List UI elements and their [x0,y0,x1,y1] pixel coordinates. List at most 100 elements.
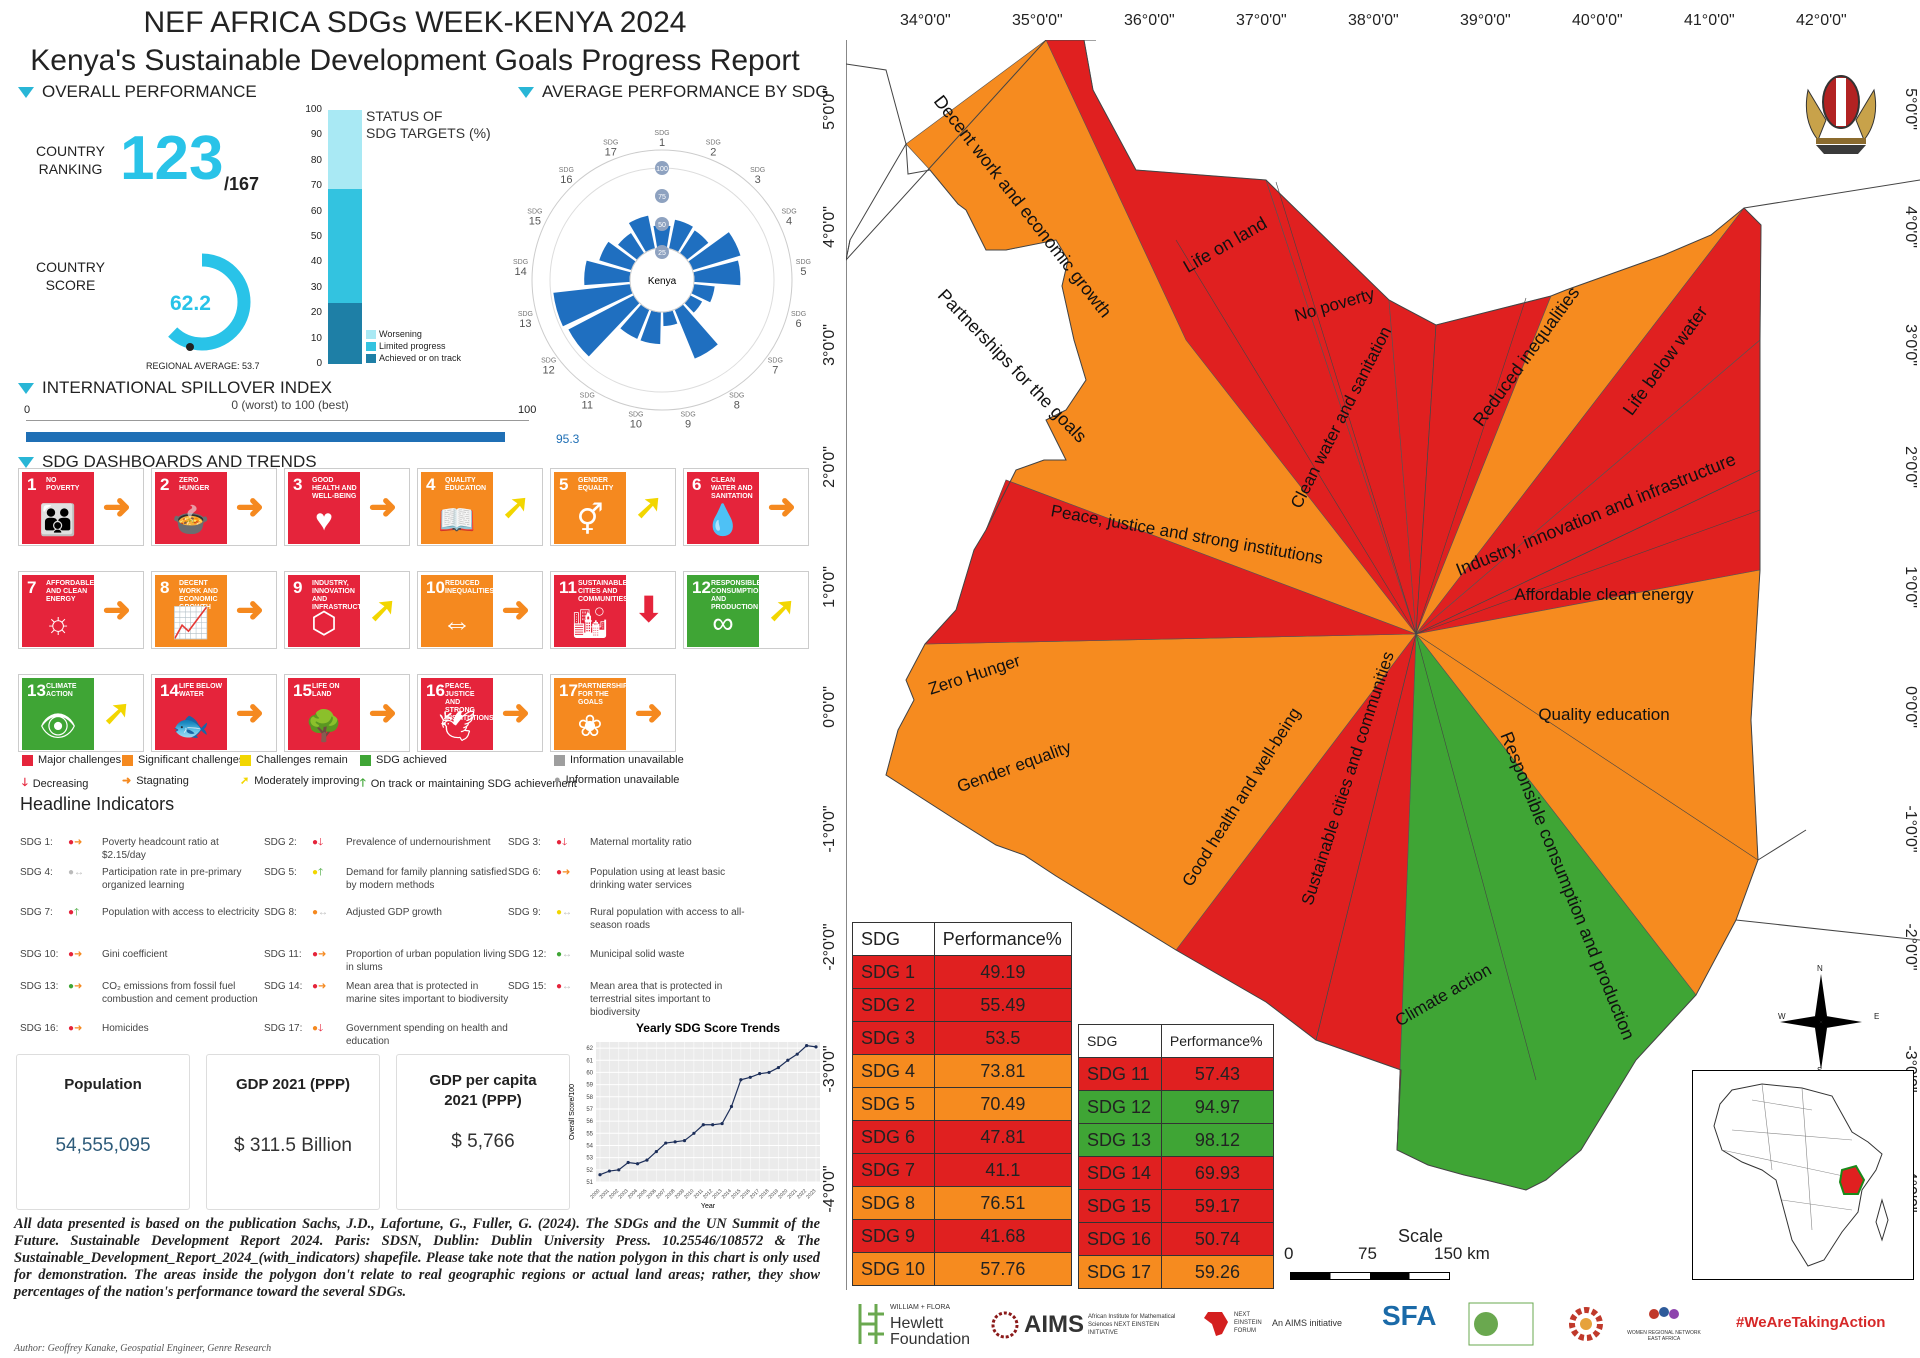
table-row: SDG 8 76.51 [852,1186,1073,1220]
trend-arrow-icon: ↔ [74,867,85,878]
table-cell-value: 53.5 [933,1021,1073,1055]
table-row: SDG 7 41.1 [852,1153,1073,1187]
score-label: COUNTRY SCORE [36,259,105,293]
status-tick: 10 [310,332,322,344]
sdg-icon-8: 8 Decent work and economic growth 📈 [155,575,227,647]
scale-title: Scale [1398,1226,1444,1246]
table-cell-value: 57.43 [1160,1057,1275,1091]
sdg-tile-14: 14 Life below water 🐟 ➜ [151,674,277,752]
data-point [664,1141,668,1145]
table-cell-value: 69.93 [1160,1156,1275,1190]
status-legend-item: Achieved or on track [366,352,461,364]
radar-label: SDG [527,209,542,216]
trend-arrow-icon: ➚ [767,591,797,629]
sdg-glyph-icon: ⬡ [310,607,338,640]
compass-n: N [1817,964,1823,973]
y-tick-label: 62 [586,1046,593,1052]
sdg-icon-14: 14 Life below water 🐟 [155,678,227,750]
sdg-icon-5: 5 Gender equality ⚥ [554,472,626,544]
latitude-label: -3°0'0" [821,1045,838,1093]
table-header-performance: Performance% [1160,1024,1275,1058]
radar-label-num: 11 [582,400,593,412]
table-header-row: SDG Performance% [1078,1024,1275,1058]
radar-label: SDG [796,259,811,266]
trend-arrow-icon: ➜ [235,694,265,732]
status-tick: 100 [305,104,322,115]
status-legend-item: Worsening [366,328,461,340]
trend-arrow-icon: 🡓 [562,837,568,848]
table-cell-sdg: SDG 16 [1078,1222,1162,1256]
status-tick: 90 [310,129,322,141]
radar-label-num: 1 [659,137,665,149]
radar-label-num: 9 [685,419,691,431]
map-sector-label: Affordable clean energy [1514,585,1694,604]
longitude-label: 41°0'0" [1684,12,1735,29]
table-cell-sdg: SDG 17 [1078,1255,1162,1289]
trend-arrow-icon: ➜ [318,981,327,992]
table-row: SDG 16 50.74 [1078,1222,1275,1256]
x-axis-label: Year [701,1203,716,1210]
stat-card: GDP per capita 2021 (PPP) $ 5,766 [396,1054,570,1210]
table-cell-value: 98.12 [1160,1123,1275,1157]
table-cell-sdg: SDG 9 [852,1219,935,1253]
table-row: SDG 2 55.49 [852,988,1073,1022]
sdg-glyph-icon: ❀ [577,710,603,743]
status-dot-icon: ● [68,949,75,960]
headline-indicator: SDG 12: ●↔ Municipal solid waste [508,949,685,960]
sdg-tile-13: 13 Climate action 👁 ➚ [18,674,144,752]
trend-symbol-icon: 🡑 [360,777,366,789]
table-cell-value: 94.97 [1160,1090,1275,1124]
table-header-row: SDG Performance% [852,922,1073,956]
radar-label-num: 3 [755,174,761,186]
kenya-outline [846,40,1762,1191]
spillover-min: 0 [24,404,31,416]
spillover-track [26,420,529,421]
table-row: SDG 10 57.76 [852,1252,1073,1286]
stat-card: GDP 2021 (PPP) $ 311.5 Billion [206,1054,380,1210]
headline-heading: Headline Indicators [20,794,175,814]
table-cell-value: 76.51 [933,1186,1073,1220]
headline-indicator: SDG 14: ●➜ Mean area that is protected in … [264,981,509,1005]
radar-center-label: Kenya [648,276,677,287]
trend-arrow-icon: ↔ [318,907,329,918]
trend-arrow-icon: ➜ [634,694,664,732]
latitude-label: 1°0'0" [821,566,838,608]
radar-label: SDG [729,393,744,400]
nef-logo: NEXT EINSTEIN FORUM An AIMS initiative [1202,1308,1342,1338]
table-cell-value: 70.49 [933,1087,1073,1121]
radar-label: SDG [541,358,556,365]
y-tick-label: 54 [586,1143,593,1149]
sdg-icon-10: 10 Reduced inequalities ⇔ [421,575,494,647]
data-point [729,1104,734,1109]
spillover-scale: 0 (worst) to 100 (best) [231,398,349,412]
sdg-glyph-icon: 👪 [39,504,77,537]
status-tick: 70 [310,180,322,192]
status-dot-icon: ● [312,907,319,918]
legend-item: 🡑 On track or maintaining SDG achievement [360,774,577,793]
table-cell-value: 73.81 [933,1054,1073,1088]
performance-table-1: SDG Performance% SDG 1 49.19 SDG 2 55.49 SDG 3… [852,922,1073,1286]
data-point [682,1139,687,1143]
y-tick-label: 60 [586,1070,593,1076]
headline-indicator: SDG 3: ●🡓 Maternal mortality ratio [508,837,692,848]
africa-mark-icon [1204,1312,1228,1336]
headline-indicator: SDG 7: ●🡑 Population with access to electr… [20,907,260,918]
headline-indicator: SDG 13: ●➜ CO₂ emissions from fossil fuel … [20,981,258,1005]
table-cell-sdg: SDG 2 [852,988,935,1022]
aims-mark-icon [991,1311,1019,1339]
legend-item: ● Information unavailable [554,774,680,786]
headline-indicator: SDG 4: ●↔ Participation rate in pre-primar… [20,867,242,891]
score-gauge [153,253,251,351]
radar-label: SDG [603,140,618,147]
trend-arrow-icon: 🡓 [318,1023,324,1034]
radar-label: SDG [513,259,528,266]
radar-label-num: 4 [786,216,792,228]
table-cell-sdg: SDG 11 [1078,1057,1162,1091]
trend-arrow-icon: ➜ [318,949,327,960]
status-dot-icon: ● [312,867,319,878]
y-tick-label: 53 [586,1156,593,1162]
headline-indicator: SDG 15: ●↔ Mean area that is protected in … [508,981,723,1018]
data-point [776,1065,781,1070]
yearly-trend-chart: Yearly SDG Score Trends 51 52 53 54 55 56 57 58 5… [569,1021,820,1210]
